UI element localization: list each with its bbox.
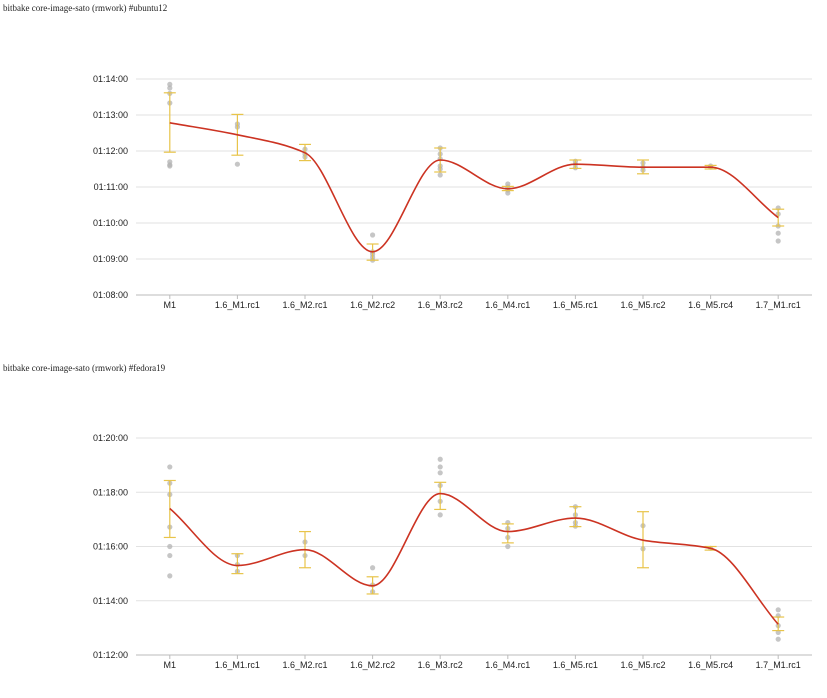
x-tick-label: M1 (164, 300, 177, 310)
y-tick-label: 01:13:00 (93, 110, 128, 120)
run-point (370, 565, 376, 571)
x-tick-label: 1.6_M2.rc1 (282, 660, 327, 670)
chart-fedora19: 01:12:00 01:14:00 01:16:00 01:18:00 01:20:00… (93, 433, 812, 670)
run-point (775, 230, 781, 236)
y-tick-label: 01:08:00 (93, 290, 128, 300)
run-point (167, 85, 173, 91)
y-tick-label: 01:09:00 (93, 254, 128, 264)
mean-trend-line (169, 122, 779, 253)
x-tick-label: 1.6_M5.rc4 (688, 300, 733, 310)
y-tick-label: 01:12:00 (93, 650, 128, 660)
x-tick-label: 1.6_M5.rc2 (620, 660, 665, 670)
y-tick-label: 01:14:00 (93, 74, 128, 84)
x-tick-label: 1.6_M5.rc4 (688, 660, 733, 670)
run-point (437, 464, 443, 470)
run-point (167, 163, 173, 169)
run-point (234, 161, 240, 167)
x-tick-label: 1.6_M2.rc1 (282, 300, 327, 310)
x-tick-label: 1.7_M1.rc1 (756, 300, 801, 310)
y-tick-label: 01:11:00 (94, 182, 128, 192)
run-point (505, 543, 511, 550)
run-point (167, 464, 173, 470)
x-tick-label: 1.6_M2.rc2 (350, 660, 395, 670)
run-point (775, 238, 781, 244)
run-point (167, 573, 173, 579)
chart-title: bitbake core-image-sato (rmwork) #fedora… (3, 363, 166, 373)
run-point (505, 190, 511, 196)
run-point (437, 172, 443, 178)
y-tick-label: 01:12:00 (93, 146, 128, 156)
x-tick-label: 1.6_M2.rc2 (350, 300, 395, 310)
mean-trend-line (169, 492, 779, 625)
x-tick-label: 1.6_M4.rc1 (485, 300, 530, 310)
x-tick-label: 1.6_M5.rc1 (553, 660, 598, 670)
chart-panel-fedora19: bitbake core-image-sato (rmwork) #fedora… (0, 360, 827, 678)
run-point (775, 607, 781, 613)
x-tick-label: 1.6_M5.rc2 (620, 300, 665, 310)
y-tick-label: 01:10:00 (93, 218, 128, 228)
run-point (437, 512, 443, 518)
x-tick-label: 1.6_M4.rc1 (485, 660, 530, 670)
x-tick-label: 1.6_M3.rc2 (418, 300, 463, 310)
chart-ubuntu12: 01:08:00 01:09:00 01:10:00 01:11:00 01:12:00… (93, 74, 812, 310)
run-point (167, 552, 173, 559)
y-tick-label: 01:20:00 (93, 433, 128, 443)
x-tick-label: 1.6_M1.rc1 (215, 660, 260, 670)
run-point (167, 81, 173, 87)
run-point (370, 232, 376, 238)
chart-panel-ubuntu12: bitbake core-image-sato (rmwork) #ubuntu… (3, 3, 812, 310)
x-tick-label: 1.6_M5.rc1 (553, 300, 598, 310)
chart-title: bitbake core-image-sato (rmwork) #ubuntu… (3, 3, 168, 13)
y-tick-label: 01:14:00 (93, 596, 128, 606)
y-tick-label: 01:18:00 (93, 487, 128, 497)
x-tick-label: 1.6_M3.rc2 (418, 660, 463, 670)
x-tick-label: 1.7_M1.rc1 (756, 660, 801, 670)
run-point (167, 543, 173, 550)
x-tick-label: M1 (164, 660, 177, 670)
run-point (437, 456, 443, 462)
y-tick-label: 01:16:00 (93, 542, 128, 552)
run-point (775, 636, 781, 642)
x-tick-label: 1.6_M1.rc1 (215, 300, 260, 310)
run-point (437, 470, 443, 476)
